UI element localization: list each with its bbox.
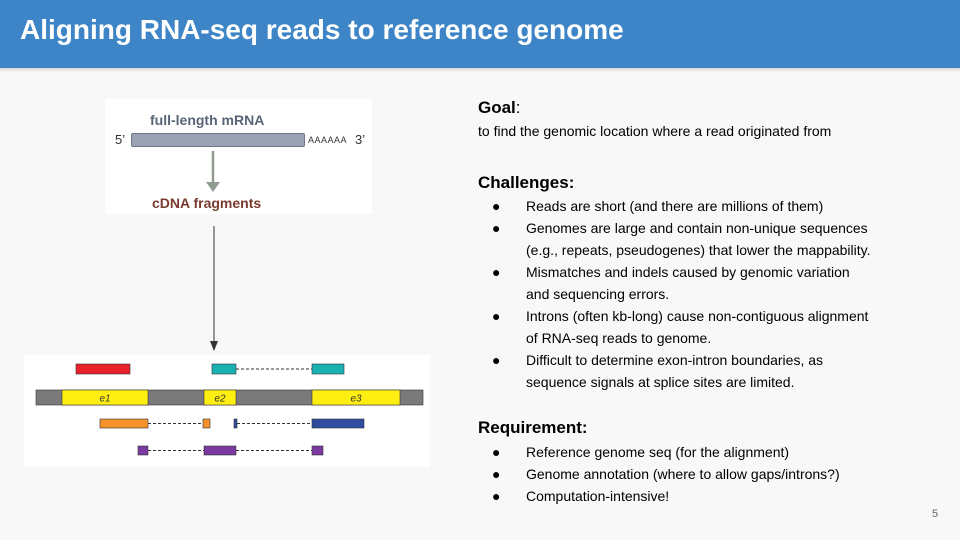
list-item: ● Genome annotation (where to allow gaps/… — [492, 463, 932, 485]
challenges-list: ● Reads are short (and there are millions… — [492, 195, 932, 393]
bullet-icon: ● — [492, 352, 501, 368]
goal-text: to find the genomic location where a rea… — [478, 123, 832, 139]
alignment-diagram: e1 e2 e3 — [35, 363, 424, 456]
list-item: ● Reference genome seq (for the alignment… — [492, 441, 932, 463]
fragmentation-arrow-icon — [206, 151, 220, 192]
bullet-icon: ● — [492, 488, 501, 504]
bullet-icon: ● — [492, 444, 501, 460]
exon-label-e2: e2 — [214, 394, 226, 405]
purple-read-part1 — [137, 445, 149, 456]
blue-read-part2 — [311, 418, 365, 429]
connector-arrow-icon — [210, 226, 218, 351]
exon-e1 — [61, 389, 149, 406]
polya-tail-label: AAAAAA — [308, 135, 348, 145]
teal-read-part2 — [311, 363, 345, 375]
five-prime-label: 5’ — [115, 132, 126, 147]
red-read — [75, 363, 131, 375]
blue-read-part1 — [233, 418, 238, 429]
mrna-title: full-length mRNA — [150, 112, 265, 128]
bullet-icon: ● — [492, 308, 501, 324]
list-item: ● Computation-intensive! — [492, 485, 932, 507]
three-prime-label: 3’ — [355, 132, 366, 147]
exon-e3 — [311, 389, 401, 406]
mrna-figure: full-length mRNA 5’ AAAAAA 3’ cDNA fragm… — [105, 99, 372, 214]
goal-heading: Goal: — [478, 98, 521, 117]
slide-title: Aligning RNA-seq reads to reference geno… — [20, 14, 624, 45]
purple-read-part2 — [203, 445, 237, 456]
purple-read-part3 — [311, 445, 324, 456]
page-number: 5 — [932, 508, 939, 520]
bullet-icon: ● — [492, 466, 501, 482]
exon-label-e1: e1 — [99, 394, 110, 405]
teal-read-part1 — [211, 363, 237, 375]
bullet-icon: ● — [492, 264, 501, 280]
requirement-heading: Requirement: — [478, 418, 588, 437]
cdna-fragments-label: cDNA fragments — [152, 195, 262, 211]
read-alignment-figure: e1 e2 e3 — [24, 355, 430, 467]
title-bar: Aligning RNA-seq reads to reference geno… — [0, 0, 960, 68]
orange-read-part2 — [202, 418, 211, 429]
exon-e2 — [203, 389, 237, 406]
list-item: ● Introns (often kb-long) cause non-conti… — [492, 305, 932, 349]
exon-label-e3: e3 — [350, 394, 362, 405]
list-item: ● Genomes are large and contain non-uniqu… — [492, 217, 932, 261]
requirement-list: ● Reference genome seq (for the alignment… — [492, 441, 932, 507]
mrna-bar — [131, 133, 305, 147]
challenges-heading: Challenges: — [478, 173, 575, 192]
list-item: ● Difficult to determine exon-intron boun… — [492, 349, 932, 393]
list-item: ● Reads are short (and there are millions… — [492, 195, 932, 217]
bullet-icon: ● — [492, 220, 501, 236]
title-bar-shadow — [0, 68, 960, 72]
bullet-icon: ● — [492, 198, 501, 214]
orange-read-part1 — [99, 418, 149, 429]
list-item: ● Mismatches and indels caused by genomic… — [492, 261, 932, 305]
